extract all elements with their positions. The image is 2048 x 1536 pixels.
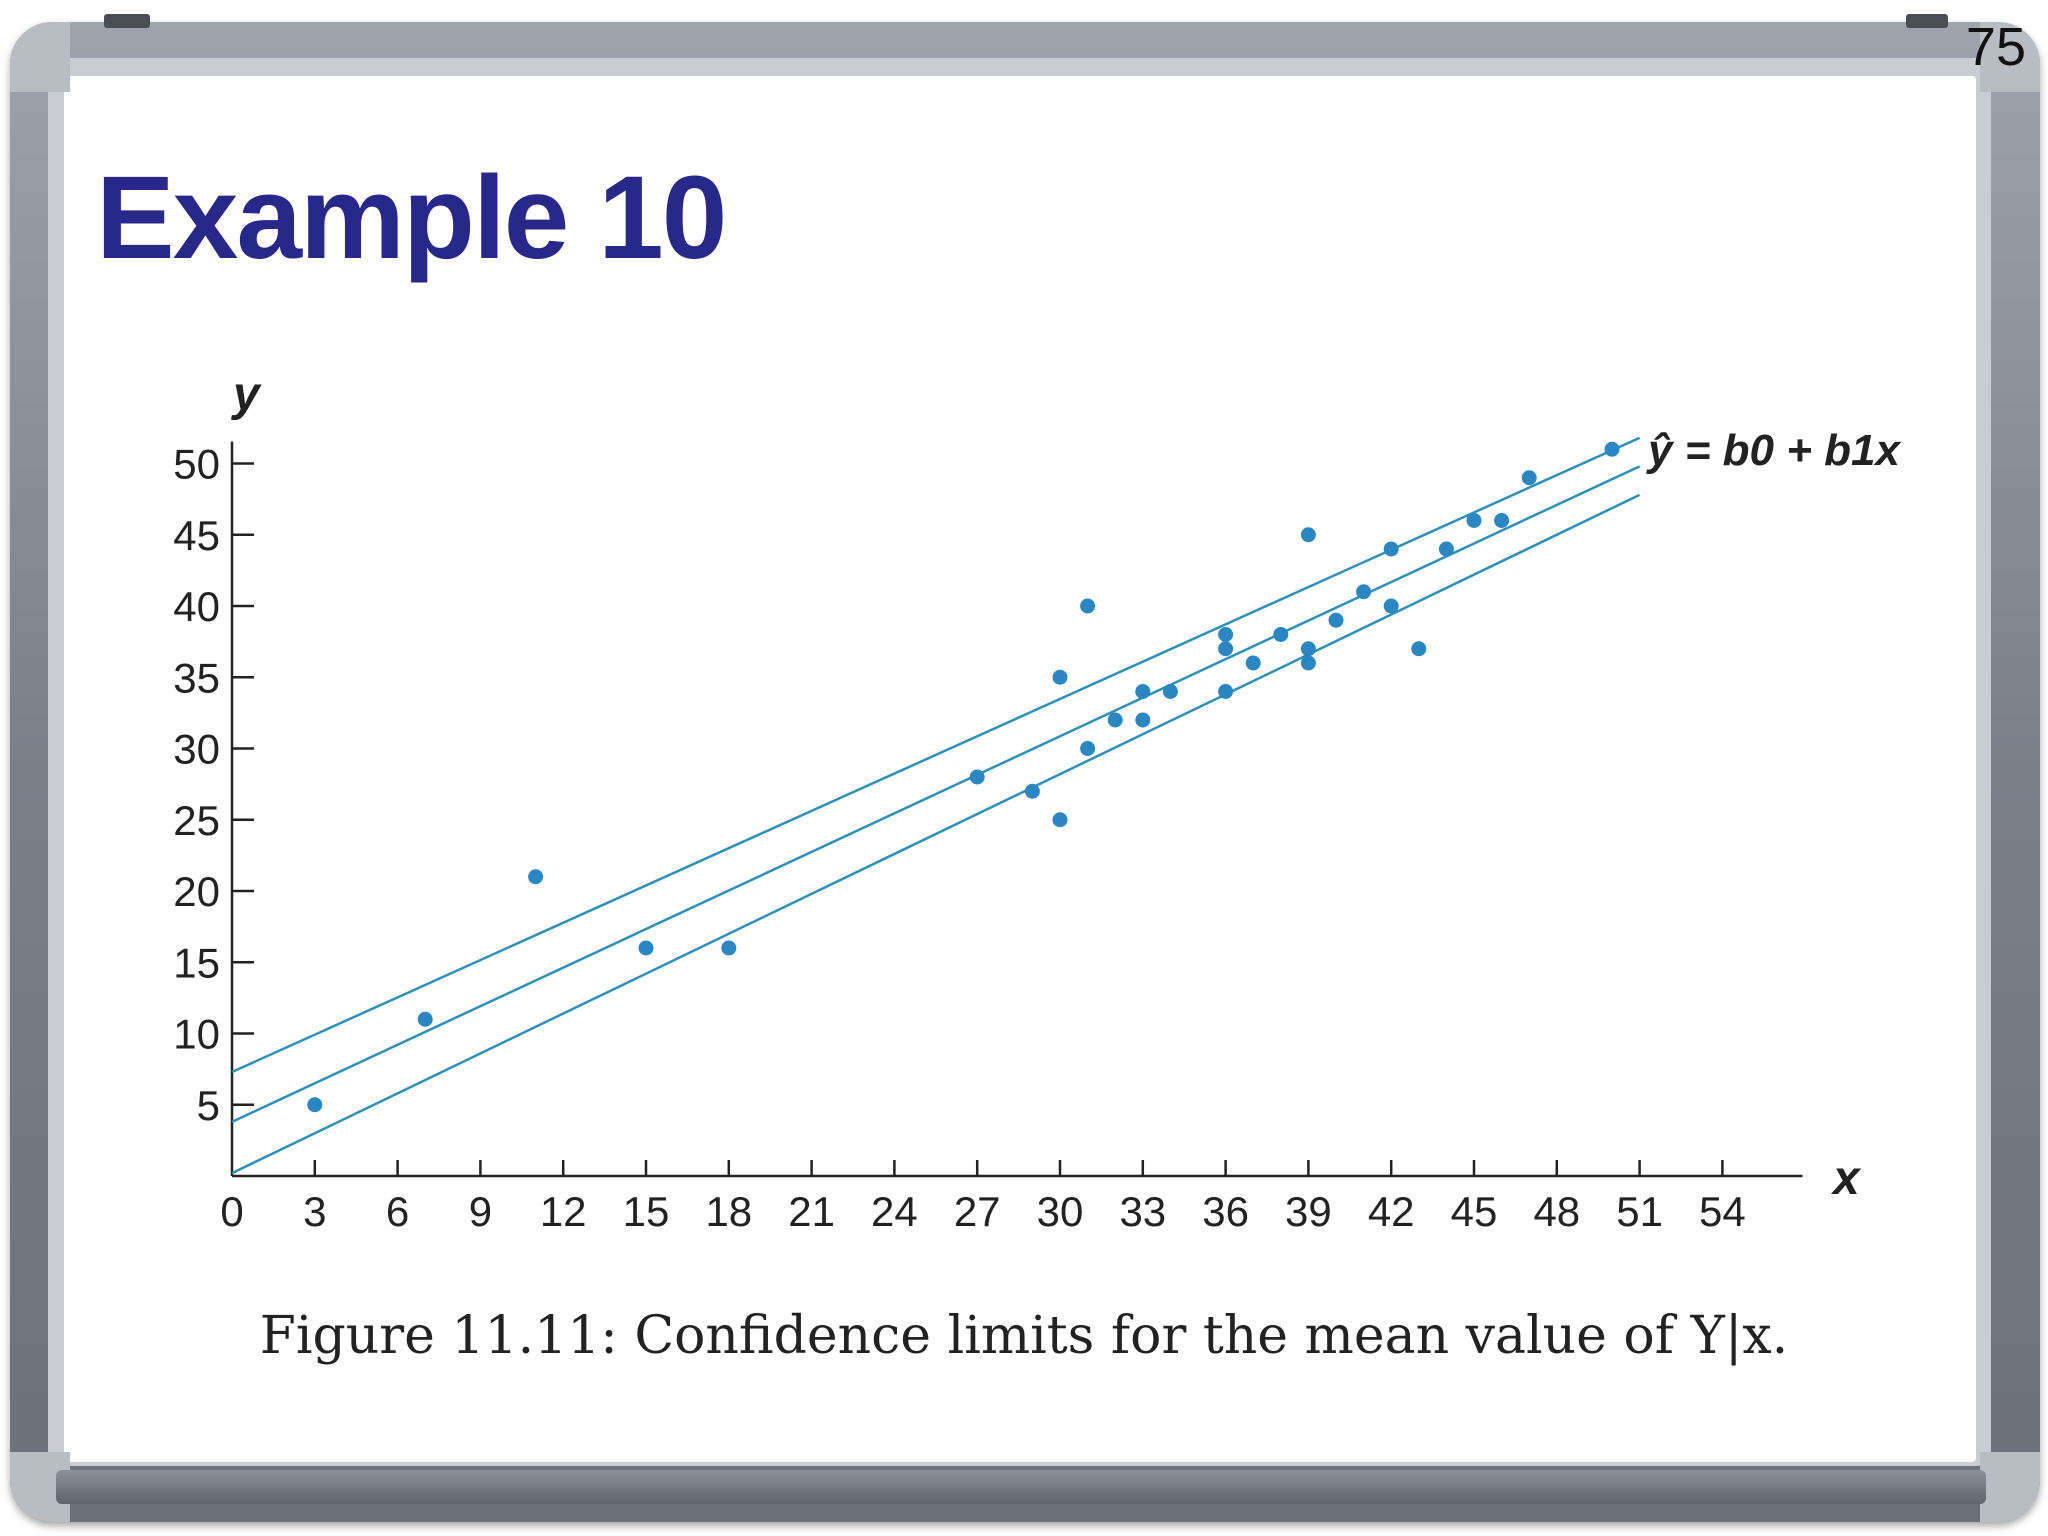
y-axis-label: y xyxy=(231,368,262,421)
marker-tray xyxy=(56,1470,1986,1504)
y-tick-label: 15 xyxy=(173,939,220,986)
y-tick-label: 40 xyxy=(173,583,220,630)
data-point xyxy=(1466,513,1482,528)
chart-ticks: 0 3 6 9 12 15 18 21 24 27 30 33 36 39 42 45 48 51 54510152… xyxy=(173,441,1745,1236)
data-point xyxy=(1521,470,1537,486)
slide-number: 75 xyxy=(1965,17,2026,77)
regression-line-3 xyxy=(231,493,1641,1175)
x-tick-label: 6 xyxy=(386,1188,409,1235)
y-tick-label: 30 xyxy=(173,726,220,773)
confidence-lines xyxy=(231,436,1641,1175)
x-tick-label: 33 xyxy=(1119,1188,1166,1235)
data-point xyxy=(1080,741,1096,756)
y-tick-label: 10 xyxy=(173,1011,220,1058)
data-point xyxy=(1494,513,1510,528)
y-tick-label: 45 xyxy=(173,512,220,559)
data-point xyxy=(1080,598,1096,614)
data-point xyxy=(1300,655,1316,671)
data-point xyxy=(307,1097,323,1113)
chart-axes xyxy=(230,441,1803,1178)
x-tick-label: 21 xyxy=(788,1188,835,1235)
frame-clip-right xyxy=(1906,14,1948,28)
figure-caption: Figure 11.11: Confidence limits for the … xyxy=(259,1306,1789,1366)
data-point xyxy=(1356,584,1372,600)
x-tick-label: 30 xyxy=(1037,1188,1084,1235)
data-point xyxy=(1218,684,1234,699)
x-tick-label: 12 xyxy=(540,1188,587,1235)
x-tick-label: 3 xyxy=(303,1188,326,1235)
data-point xyxy=(1300,527,1316,543)
x-tick-label: 54 xyxy=(1699,1188,1746,1235)
data-point xyxy=(528,869,544,885)
data-point xyxy=(1135,712,1151,728)
data-point xyxy=(1218,641,1234,657)
x-tick-label: 9 xyxy=(469,1188,492,1235)
data-point xyxy=(969,769,985,785)
x-tick-label: 48 xyxy=(1533,1188,1580,1235)
x-tick-label: 45 xyxy=(1451,1188,1498,1235)
chart-labels: y x ŷ = b0 + b1x xyxy=(231,368,1901,1205)
regression-equation-label: ŷ = b0 + b1x xyxy=(1646,426,1901,475)
frame-clip-left xyxy=(104,14,150,28)
x-tick-label: 24 xyxy=(871,1188,918,1235)
data-point xyxy=(1162,684,1178,699)
y-tick-label: 50 xyxy=(173,441,220,488)
x-tick-label: 18 xyxy=(705,1188,752,1235)
x-tick-label: 42 xyxy=(1368,1188,1415,1235)
data-point xyxy=(638,940,654,956)
x-axis-label: x xyxy=(1830,1152,1862,1205)
data-points xyxy=(307,441,1620,1113)
y-tick-label: 20 xyxy=(173,868,220,915)
x-tick-label: 51 xyxy=(1616,1188,1663,1235)
data-point xyxy=(1245,655,1261,671)
data-point xyxy=(1604,441,1620,457)
x-tick-label: 27 xyxy=(954,1188,1001,1235)
x-tick-label: 0 xyxy=(220,1188,243,1235)
x-tick-label: 39 xyxy=(1285,1188,1332,1235)
y-tick-label: 5 xyxy=(197,1082,220,1129)
data-point xyxy=(1438,541,1454,557)
x-tick-label: 15 xyxy=(623,1188,670,1235)
data-point xyxy=(1328,612,1344,628)
data-point xyxy=(1135,684,1151,699)
regression-line-1 xyxy=(231,436,1641,1074)
data-point xyxy=(1383,541,1399,557)
x-tick-label: 36 xyxy=(1202,1188,1249,1235)
data-point xyxy=(1411,641,1427,657)
y-tick-label: 25 xyxy=(173,797,220,844)
whiteboard-surface xyxy=(64,76,1976,1462)
data-point xyxy=(1107,712,1123,728)
slide-title: Example 10 xyxy=(96,152,727,284)
data-point xyxy=(721,940,737,956)
data-point xyxy=(1300,641,1316,657)
y-tick-label: 35 xyxy=(173,654,220,701)
regression-line-2 xyxy=(231,465,1641,1123)
data-point xyxy=(417,1011,433,1027)
data-point xyxy=(1383,598,1399,614)
data-point xyxy=(1052,669,1068,685)
data-point xyxy=(1273,627,1289,642)
data-point xyxy=(1052,812,1068,828)
data-point xyxy=(1218,627,1234,642)
data-point xyxy=(1024,783,1040,799)
